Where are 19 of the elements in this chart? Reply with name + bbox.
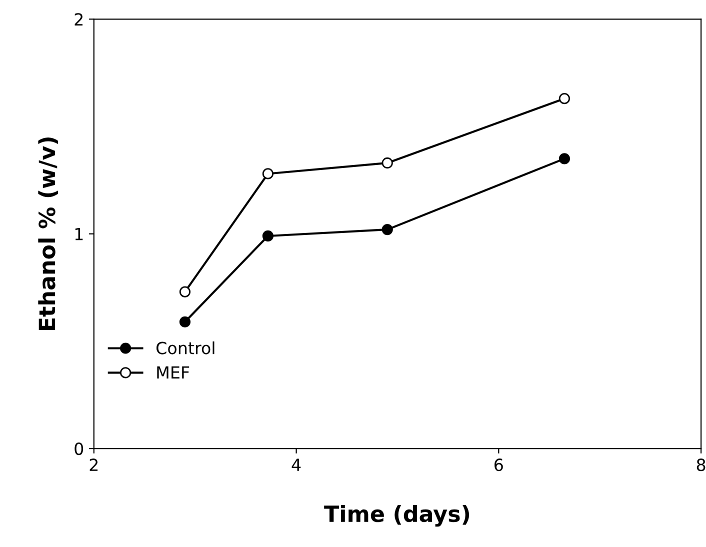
x-axis-title: Time (days) [324,504,470,527]
legend-label: Control [156,341,214,354]
point [382,224,393,236]
y-tick-label: 1 [75,228,83,240]
point [558,153,570,164]
point [558,93,570,104]
x-tick-label: 2 [90,458,98,471]
point [179,286,191,298]
y-tick-label: 2 [74,13,83,26]
x-tick-label: 6 [494,458,503,472]
y-tick-label: 0 [74,442,84,456]
point [382,157,393,169]
point [262,168,274,180]
point [179,316,191,328]
x-tick-label: 8 [696,458,706,472]
legend-label: MEF [157,366,190,379]
y-axis-title: Ethanol % (w/v) [38,138,58,330]
point [262,230,274,242]
x-tick-label: 4 [292,458,301,471]
